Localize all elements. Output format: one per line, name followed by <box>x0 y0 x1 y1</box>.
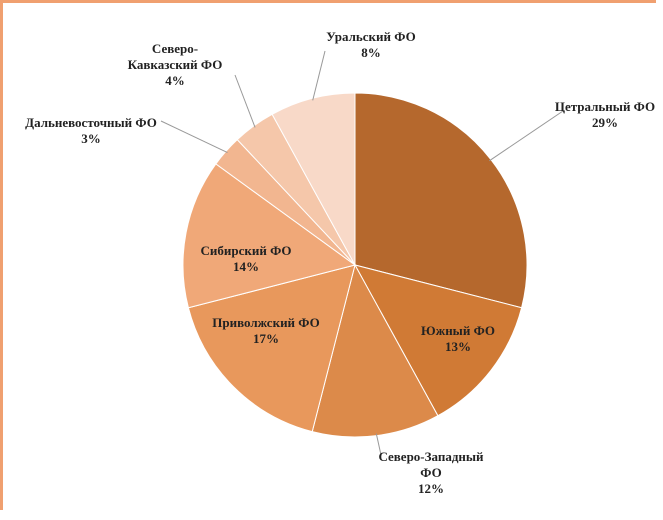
value-label: 14% <box>233 259 259 274</box>
slice-label: Уральский ФО 8% <box>316 29 426 61</box>
pie-slice <box>354 264 523 417</box>
category-label: Сибирский ФО <box>200 243 292 258</box>
leader-line <box>312 50 326 101</box>
value-label: 17% <box>253 331 279 346</box>
pie-slice <box>187 264 356 433</box>
pie-slice <box>182 163 357 309</box>
pie-slice <box>271 92 356 266</box>
slice-label: Приволжский ФО 17% <box>201 315 331 347</box>
leader-line <box>489 110 564 162</box>
value-label: 12% <box>418 481 444 496</box>
value-label: 8% <box>361 45 381 60</box>
slice-label: Дальневосточный ФО 3% <box>21 115 161 147</box>
category-label: Дальневосточный ФО <box>25 115 157 130</box>
chart-frame: Цетральный ФО 29% Южный ФО 13% Северо-Западн… <box>0 0 656 510</box>
category-label: Уральский ФО <box>326 29 416 44</box>
value-label: 3% <box>81 131 101 146</box>
slice-label: Северо-Кавказский ФО 4% <box>120 41 230 89</box>
leader-line <box>234 74 256 128</box>
slice-label: Цетральный ФО 29% <box>545 99 663 131</box>
leader-line <box>160 120 228 154</box>
category-label: Северо-Кавказский ФО <box>127 41 223 72</box>
category-label: Северо-Западный ФО <box>378 449 484 480</box>
value-label: 4% <box>165 73 185 88</box>
leader-line <box>375 433 382 456</box>
slice-label: Северо-Западный ФО 12% <box>376 449 486 497</box>
chart <box>160 50 564 456</box>
category-label: Приволжский ФО <box>212 315 320 330</box>
category-label: Цетральный ФО <box>554 99 656 114</box>
value-label: 29% <box>592 115 618 130</box>
slice-label: Южный ФО 13% <box>408 323 508 355</box>
category-label: Южный ФО <box>420 323 496 338</box>
slice-label: Сибирский ФО 14% <box>186 243 306 275</box>
value-label: 13% <box>445 339 471 354</box>
